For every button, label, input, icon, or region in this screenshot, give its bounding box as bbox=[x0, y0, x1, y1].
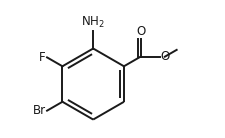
Text: O: O bbox=[160, 50, 169, 63]
Text: NH$_2$: NH$_2$ bbox=[81, 15, 105, 30]
Text: F: F bbox=[39, 51, 46, 64]
Text: O: O bbox=[135, 25, 144, 38]
Text: Br: Br bbox=[33, 104, 46, 117]
